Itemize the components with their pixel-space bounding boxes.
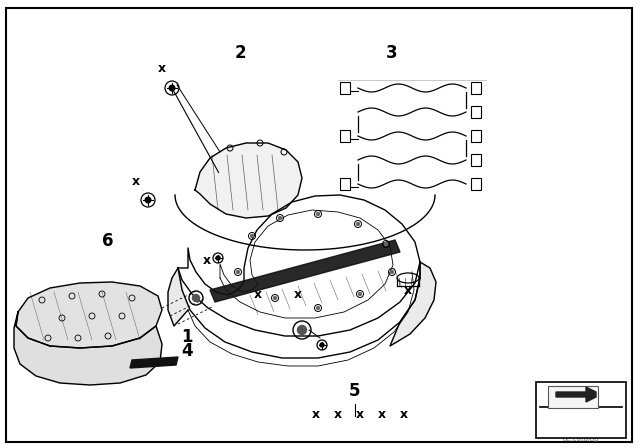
Polygon shape	[16, 282, 162, 348]
Polygon shape	[390, 262, 436, 346]
Bar	[536, 382, 626, 438]
Text: x: x	[400, 408, 408, 421]
Circle shape	[169, 85, 175, 91]
Bar	[340, 82, 350, 94]
Text: 5: 5	[349, 382, 361, 400]
Text: x: x	[404, 284, 412, 297]
Polygon shape	[168, 268, 188, 326]
Polygon shape	[195, 143, 302, 218]
Bar	[340, 130, 350, 142]
Circle shape	[145, 197, 151, 203]
Text: 3: 3	[386, 44, 398, 62]
Circle shape	[273, 297, 276, 300]
Bar	[471, 154, 481, 166]
Circle shape	[193, 294, 200, 302]
Text: x: x	[158, 62, 166, 75]
Circle shape	[320, 343, 324, 347]
Text: 2: 2	[234, 44, 246, 62]
Circle shape	[385, 242, 387, 246]
Bar	[340, 178, 350, 190]
Circle shape	[250, 234, 253, 237]
Text: 4: 4	[181, 342, 193, 360]
Bar	[471, 106, 481, 118]
Polygon shape	[14, 312, 162, 385]
FancyBboxPatch shape	[548, 386, 598, 408]
Text: x: x	[356, 408, 364, 421]
Bar	[471, 130, 481, 142]
Circle shape	[237, 271, 239, 273]
Text: 6: 6	[102, 232, 114, 250]
Bar	[471, 178, 481, 190]
Text: x: x	[254, 288, 262, 301]
Circle shape	[358, 293, 362, 296]
Text: x: x	[203, 254, 211, 267]
Circle shape	[317, 212, 319, 215]
Text: x: x	[378, 408, 386, 421]
Polygon shape	[556, 387, 596, 402]
Text: x: x	[132, 175, 140, 188]
Polygon shape	[130, 357, 178, 368]
Circle shape	[317, 306, 319, 310]
Circle shape	[298, 326, 307, 335]
Polygon shape	[210, 240, 400, 302]
Circle shape	[278, 216, 282, 220]
Circle shape	[390, 271, 394, 273]
Bar	[471, 82, 481, 94]
Text: 1: 1	[181, 328, 193, 346]
Text: x: x	[334, 408, 342, 421]
Text: x: x	[312, 408, 320, 421]
Text: oe:catalog: oe:catalog	[563, 436, 600, 442]
Circle shape	[356, 223, 360, 225]
Circle shape	[216, 256, 220, 260]
Text: x: x	[294, 288, 302, 301]
